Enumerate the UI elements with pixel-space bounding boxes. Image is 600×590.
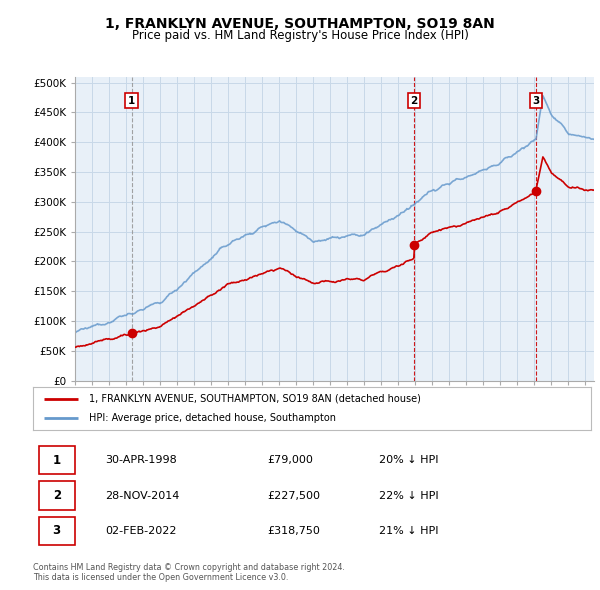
Text: 30-APR-1998: 30-APR-1998: [106, 455, 177, 465]
FancyBboxPatch shape: [38, 481, 75, 510]
FancyBboxPatch shape: [38, 517, 75, 545]
Text: 28-NOV-2014: 28-NOV-2014: [106, 491, 180, 500]
Text: 2: 2: [410, 96, 418, 106]
Text: 02-FEB-2022: 02-FEB-2022: [106, 526, 177, 536]
Text: Contains HM Land Registry data © Crown copyright and database right 2024.
This d: Contains HM Land Registry data © Crown c…: [33, 563, 345, 582]
Text: £227,500: £227,500: [268, 491, 320, 500]
Text: Price paid vs. HM Land Registry's House Price Index (HPI): Price paid vs. HM Land Registry's House …: [131, 29, 469, 42]
Text: 2: 2: [53, 489, 61, 502]
Text: 3: 3: [532, 96, 539, 106]
Text: 22% ↓ HPI: 22% ↓ HPI: [379, 491, 439, 500]
Text: HPI: Average price, detached house, Southampton: HPI: Average price, detached house, Sout…: [89, 412, 336, 422]
Text: 20% ↓ HPI: 20% ↓ HPI: [379, 455, 439, 465]
Text: 1, FRANKLYN AVENUE, SOUTHAMPTON, SO19 8AN (detached house): 1, FRANKLYN AVENUE, SOUTHAMPTON, SO19 8A…: [89, 394, 421, 404]
Text: £79,000: £79,000: [268, 455, 313, 465]
Text: 21% ↓ HPI: 21% ↓ HPI: [379, 526, 439, 536]
Text: 3: 3: [53, 525, 61, 537]
FancyBboxPatch shape: [38, 446, 75, 474]
Text: 1, FRANKLYN AVENUE, SOUTHAMPTON, SO19 8AN: 1, FRANKLYN AVENUE, SOUTHAMPTON, SO19 8A…: [105, 17, 495, 31]
Text: 1: 1: [53, 454, 61, 467]
Text: £318,750: £318,750: [268, 526, 320, 536]
Text: 1: 1: [128, 96, 135, 106]
